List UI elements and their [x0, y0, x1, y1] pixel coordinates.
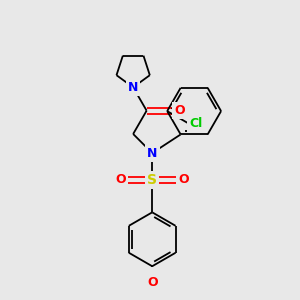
Text: N: N: [128, 81, 138, 94]
Text: O: O: [174, 104, 185, 117]
Text: O: O: [115, 173, 126, 187]
Text: O: O: [147, 276, 158, 289]
Text: Cl: Cl: [189, 117, 203, 130]
Text: O: O: [179, 173, 190, 187]
Text: N: N: [147, 146, 158, 160]
Text: S: S: [147, 173, 157, 187]
